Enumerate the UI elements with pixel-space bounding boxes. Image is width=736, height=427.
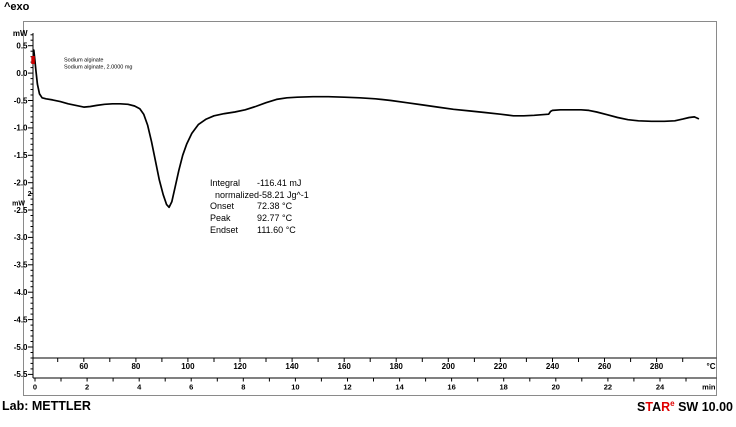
sample-mass-label: Sodium alginate, 2.0000 mg [64,65,133,71]
star-logo: STARe [637,399,675,415]
svg-text:100: 100 [181,362,195,371]
svg-text:200: 200 [442,362,456,371]
svg-text:20: 20 [552,383,560,392]
dsc-curve [32,49,700,209]
result-row: normalized-58.21 Jg^-1 [210,190,309,202]
svg-text:10: 10 [291,383,299,392]
software-version-label: STARe SW 10.00 [637,399,733,414]
svg-text:120: 120 [233,362,247,371]
svg-text:0.0: 0.0 [16,69,28,78]
temperature-axis-unit: °C [707,362,716,371]
curve-start-marker [31,56,35,64]
exo-direction-label: ^exo [4,1,30,13]
svg-text:18: 18 [500,383,508,392]
result-value: -58.21 Jg^-1 [259,189,309,200]
sample-name-label: Sodium alginate [64,58,103,64]
result-label: Onset [210,201,235,212]
svg-text:-4.0: -4.0 [14,288,28,297]
svg-text:4: 4 [137,383,142,392]
svg-text:60: 60 [79,362,88,371]
svg-text:-4.5: -4.5 [14,315,28,324]
results-annotation: Integral -116.41 mJ normalized-58.21 Jg^-… [210,178,309,237]
svg-text:-0.5: -0.5 [14,96,28,105]
scale-indicator: 2mW [12,191,31,208]
svg-text:140: 140 [285,362,299,371]
temperature-axis [33,357,717,362]
result-row: Onset 72.38 °C [210,201,309,213]
y-axis [28,33,34,378]
result-label: normalized [210,189,260,200]
chart-frame [23,21,717,396]
result-label: Integral [210,178,241,188]
svg-text:2: 2 [85,383,89,392]
svg-text:80: 80 [131,362,140,371]
result-label: Peak [210,213,231,224]
svg-text:0: 0 [33,383,37,392]
svg-text:-5.5: -5.5 [14,370,28,379]
svg-text:14: 14 [395,383,404,392]
svg-text:260: 260 [598,362,612,371]
svg-text:0.5: 0.5 [16,42,28,51]
svg-text:6: 6 [189,383,193,392]
star-e-superscript: e [670,399,675,408]
svg-text:-3.5: -3.5 [14,261,28,270]
result-value: 92.77 °C [257,213,293,224]
svg-text:-5.0: -5.0 [14,343,28,352]
svg-text:180: 180 [390,362,404,371]
y-axis-labels: 0.5 0.0 -0.5 -1.0 -1.5 -2.0 -2.5 -3.0 -3.5 -4.0 -4… [13,29,28,379]
svg-text:16: 16 [447,383,455,392]
sw-version-text: SW 10.00 [674,400,733,415]
svg-text:280: 280 [650,362,664,371]
result-row: Integral -116.41 mJ [210,178,309,190]
svg-text:-2.5: -2.5 [14,206,28,215]
svg-text:12: 12 [343,383,351,392]
result-row: Peak 92.77 °C [210,213,309,225]
svg-text:24: 24 [656,383,665,392]
svg-text:220: 220 [494,362,508,371]
time-axis-unit: min [702,383,716,392]
svg-text:-1.0: -1.0 [14,124,28,133]
svg-text:-2.0: -2.0 [14,179,28,188]
result-value: 72.38 °C [257,201,293,212]
result-label: Endset [210,224,239,235]
temperature-axis-labels: 60 80 100 120 140 160 180 200 220 240 260 280 °C [79,362,715,371]
svg-text:-1.5: -1.5 [14,151,28,160]
svg-text:240: 240 [546,362,560,371]
result-row: Endset 111.60 °C [210,225,309,237]
time-axis [33,377,717,382]
y-axis-unit: mW [13,29,28,38]
result-value: 111.60 °C [257,224,296,235]
time-axis-labels: 0 2 4 6 8 10 12 14 16 18 20 22 24 min [33,383,716,392]
svg-text:8: 8 [241,383,245,392]
result-value: -116.41 mJ [257,178,302,188]
svg-text:2: 2 [28,191,32,198]
svg-text:22: 22 [604,383,612,392]
lab-label: Lab: METTLER [2,399,91,413]
svg-text:160: 160 [338,362,352,371]
svg-text:mW: mW [12,201,25,208]
svg-text:-3.0: -3.0 [14,233,28,242]
